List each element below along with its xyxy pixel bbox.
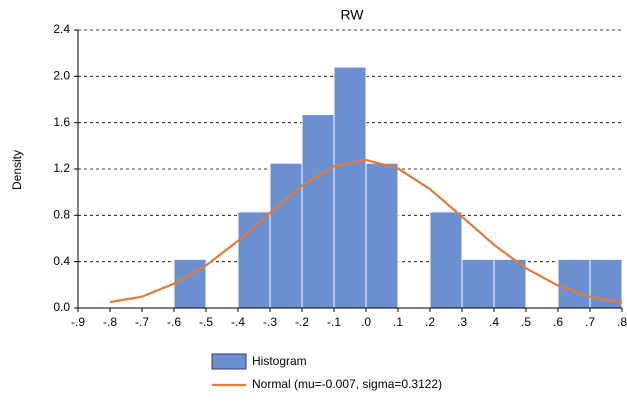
x-tick-label: -.7 xyxy=(135,315,149,329)
x-tick-label: .3 xyxy=(457,315,467,329)
bar xyxy=(365,162,399,309)
y-tick-label: 1.6 xyxy=(53,115,70,129)
y-tick-label: 0.0 xyxy=(53,300,70,314)
bar xyxy=(301,114,335,309)
bar xyxy=(557,258,591,309)
y-tick-label: 0.4 xyxy=(53,254,70,268)
x-tick-label: .2 xyxy=(425,315,435,329)
x-tick-label: -.6 xyxy=(167,315,181,329)
legend-swatch xyxy=(211,353,247,370)
x-tick-label: .1 xyxy=(393,315,403,329)
x-tick-label: -.9 xyxy=(71,315,85,329)
y-tick-label: 0.8 xyxy=(53,208,70,222)
bar xyxy=(333,66,367,309)
x-tick-label: .7 xyxy=(585,315,595,329)
x-tick-label: -.8 xyxy=(103,315,117,329)
x-tick-label: .6 xyxy=(553,315,563,329)
y-axis-label: Density xyxy=(10,150,24,190)
legend-label: Normal (mu=-0.007, sigma=0.3122) xyxy=(252,377,442,391)
bar xyxy=(493,258,527,309)
bar xyxy=(173,258,207,309)
bar xyxy=(429,211,463,309)
legend-label: Histogram xyxy=(252,354,307,368)
bar xyxy=(461,258,495,309)
bar xyxy=(269,162,303,309)
x-tick-label: .0 xyxy=(361,315,371,329)
normal-curve xyxy=(109,158,623,304)
x-tick-label: .5 xyxy=(521,315,531,329)
x-tick-label: -.1 xyxy=(327,315,341,329)
chart-title: RW xyxy=(340,7,364,23)
x-tick-label: .4 xyxy=(489,315,499,329)
x-tick-label: -.3 xyxy=(263,315,277,329)
x-tick-label: -.4 xyxy=(231,315,245,329)
x-tick-label: .8 xyxy=(617,315,627,329)
y-tick-label: 2.4 xyxy=(53,22,70,36)
y-tick-label: 2.0 xyxy=(53,69,70,83)
y-tick-label: 1.2 xyxy=(53,161,70,175)
x-tick-label: -.5 xyxy=(199,315,213,329)
x-tick-label: -.2 xyxy=(295,315,309,329)
